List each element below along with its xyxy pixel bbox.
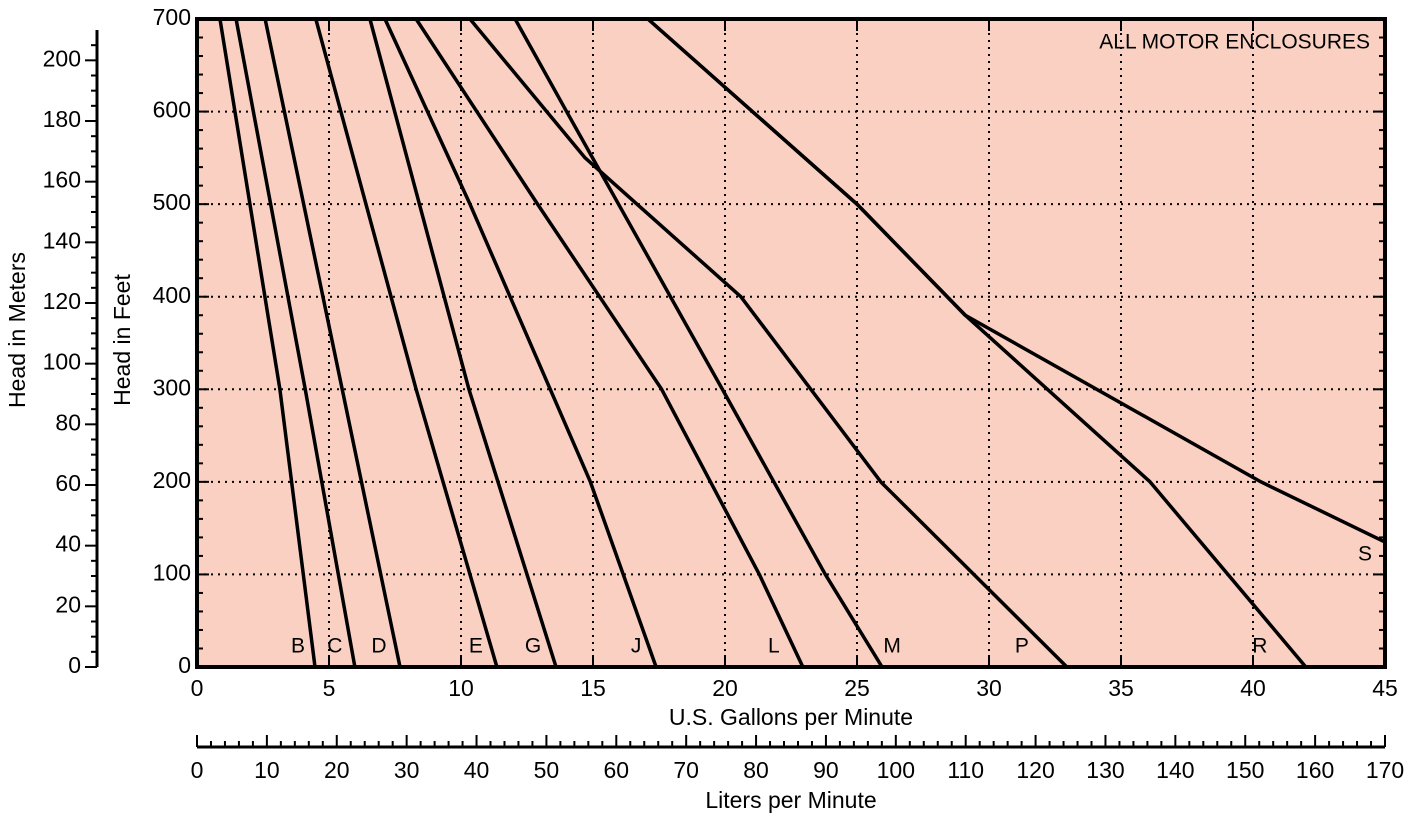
curve-label: B [291, 635, 305, 658]
y-tick-label: 500 [153, 189, 191, 215]
x-tick-label: 5 [323, 675, 336, 701]
y-tick-label: 300 [153, 374, 191, 400]
curve [646, 17, 1386, 544]
x2-tick-label: 10 [254, 757, 280, 783]
x-tick-label: 40 [1240, 675, 1266, 701]
curve [383, 18, 658, 668]
plot-background [197, 19, 1385, 667]
curve-label: E [469, 635, 483, 658]
curve [263, 18, 402, 668]
y2-tick-label: 180 [43, 106, 81, 132]
curve-label: J [631, 635, 642, 658]
y2-tick-label: 100 [43, 349, 81, 375]
curve-label: C [327, 635, 342, 658]
x-axis-label: U.S. Gallons per Minute [669, 704, 913, 730]
y2-tick-label: 40 [55, 531, 81, 557]
x2-tick-label: 40 [464, 757, 490, 783]
curve [513, 18, 884, 668]
x-tick-label: 35 [1108, 675, 1134, 701]
x2-tick-label: 30 [394, 757, 420, 783]
y-tick-label: 0 [178, 652, 191, 678]
annotation: ALL MOTOR ENCLOSURES [1099, 31, 1370, 54]
y-tick-label: 200 [153, 467, 191, 493]
x2-tick-label: 60 [603, 757, 629, 783]
y2-axis-label: Head in Meters [4, 252, 30, 408]
curve-label: D [371, 635, 386, 658]
x2-axis-label: Liters per Minute [705, 787, 876, 813]
y2-tick-label: 140 [43, 227, 81, 253]
y-axis-label: Head in Feet [109, 274, 135, 406]
x-tick-label: 20 [712, 675, 738, 701]
x2-tick-label: 150 [1226, 757, 1264, 783]
x2-tick-label: 130 [1086, 757, 1124, 783]
curve [314, 18, 499, 668]
y2-tick-label: 0 [68, 652, 81, 678]
y2-tick-label: 160 [43, 167, 81, 193]
x2-tick-label: 170 [1366, 757, 1404, 783]
x2-tick-label: 0 [191, 757, 204, 783]
curve-label: M [883, 635, 901, 658]
x2-tick-label: 80 [743, 757, 769, 783]
x-tick-label: 45 [1372, 675, 1398, 701]
y2-tick-label: 80 [55, 409, 81, 435]
curve [218, 18, 317, 668]
x2-tick-label: 160 [1296, 757, 1334, 783]
x-tick-label: 30 [976, 675, 1002, 701]
curve-label: G [525, 635, 541, 658]
x2-tick-label: 90 [813, 757, 839, 783]
x-tick-label: 25 [844, 675, 870, 701]
y-tick-label: 600 [153, 97, 191, 123]
x2-tick-label: 20 [324, 757, 350, 783]
curve-label: L [768, 635, 780, 658]
x2-tick-label: 110 [947, 757, 984, 783]
curve [414, 18, 805, 668]
curve [368, 18, 558, 668]
x2-tick-label: 140 [1156, 757, 1194, 783]
curve [468, 17, 1069, 669]
x2-tick-label: 120 [1016, 757, 1054, 783]
x2-tick-label: 100 [877, 757, 915, 783]
x-tick-label: 10 [448, 675, 474, 701]
curve-label: R [1252, 635, 1267, 658]
curve-label: S [1358, 543, 1372, 566]
y2-tick-label: 60 [55, 470, 81, 496]
plot-frame [195, 17, 1387, 669]
x2-tick-label: 70 [673, 757, 699, 783]
x2-tick-label: 50 [534, 757, 560, 783]
y-tick-label: 700 [153, 4, 191, 30]
y-tick-label: 100 [153, 560, 191, 586]
x-tick-label: 15 [580, 675, 606, 701]
y2-tick-label: 120 [43, 288, 81, 314]
y2-tick-label: 20 [55, 591, 81, 617]
x-tick-label: 0 [191, 675, 204, 701]
y-tick-label: 400 [153, 282, 191, 308]
curve [234, 18, 357, 668]
y2-tick-label: 200 [43, 45, 81, 71]
curve-label: P [1015, 635, 1029, 658]
